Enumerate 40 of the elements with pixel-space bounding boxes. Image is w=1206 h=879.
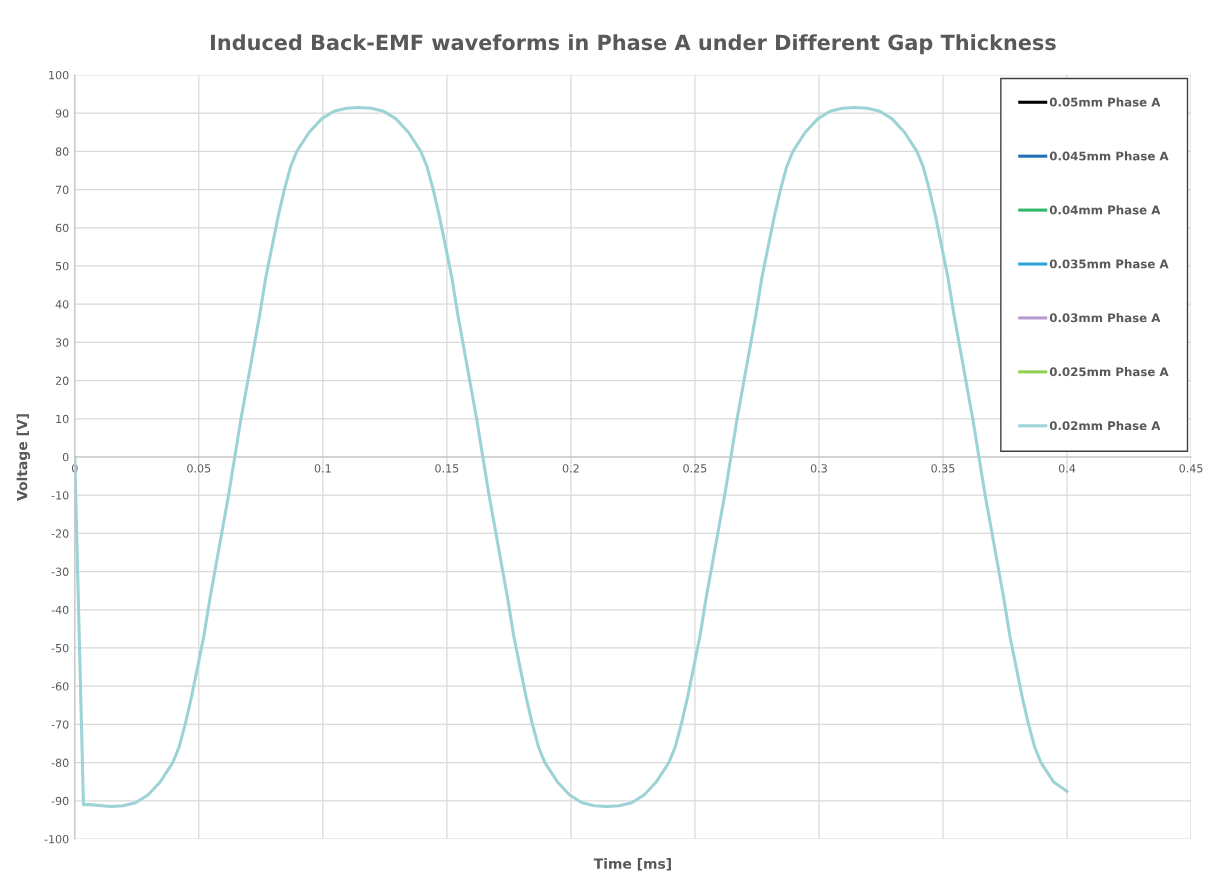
y-tick-label: -60 xyxy=(51,682,69,691)
y-tick-label: 70 xyxy=(55,185,69,194)
y-tick-label: 80 xyxy=(55,147,69,156)
x-tick-label: 0.05 xyxy=(187,464,211,473)
y-tick-label: 0 xyxy=(62,452,69,462)
y-tick-label: 40 xyxy=(55,300,69,309)
x-tick-label: 0.25 xyxy=(683,464,707,473)
x-tick-label: 0.1 xyxy=(314,464,331,473)
y-tick-label: -10 xyxy=(51,491,69,500)
x-tick-label: 0.3 xyxy=(810,464,827,473)
legend-label: 0.05mm Phase A xyxy=(1049,97,1161,107)
y-tick-label: 50 xyxy=(55,261,69,271)
x-tick-label: 0.35 xyxy=(931,464,955,473)
y-tick-label: -100 xyxy=(44,834,69,844)
x-tick-label: 0.4 xyxy=(1058,464,1076,473)
y-axis-title: Voltage [V] xyxy=(16,414,31,501)
y-tick-label: -30 xyxy=(51,567,69,576)
y-tick-label: -50 xyxy=(51,643,69,653)
y-tick-label: -90 xyxy=(51,796,69,806)
x-tick-label: 0.45 xyxy=(1179,464,1203,473)
legend-label: 0.045mm Phase A xyxy=(1049,151,1169,161)
y-tick-label: 90 xyxy=(55,109,69,118)
y-tick-label: 10 xyxy=(56,414,69,424)
legend-label: 0.02mm Phase A xyxy=(1049,420,1161,431)
y-tick-label: 60 xyxy=(55,223,69,233)
legend-label: 0.025mm Phase A xyxy=(1049,367,1169,377)
legend-label: 0.04mm Phase A xyxy=(1049,205,1161,215)
y-tick-label: -40 xyxy=(51,605,69,615)
y-tick-label: 30 xyxy=(55,338,69,347)
x-tick-label: 0.2 xyxy=(562,464,579,473)
y-tick-label: -70 xyxy=(51,720,69,729)
y-tick-label: -80 xyxy=(51,758,69,767)
y-tick-label: 100 xyxy=(49,70,69,80)
y-tick-label: 20 xyxy=(55,376,69,385)
legend-label: 0.03mm Phase A xyxy=(1049,313,1161,323)
x-tick-label: 0.15 xyxy=(435,464,459,473)
legend-label: 0.035mm Phase A xyxy=(1049,259,1169,269)
y-tick-label: -20 xyxy=(51,529,69,538)
x-axis-title: Time [ms] xyxy=(593,858,671,871)
chart-title: Induced Back-EMF waveforms in Phase A under Different Gap Thickness xyxy=(211,34,1056,55)
